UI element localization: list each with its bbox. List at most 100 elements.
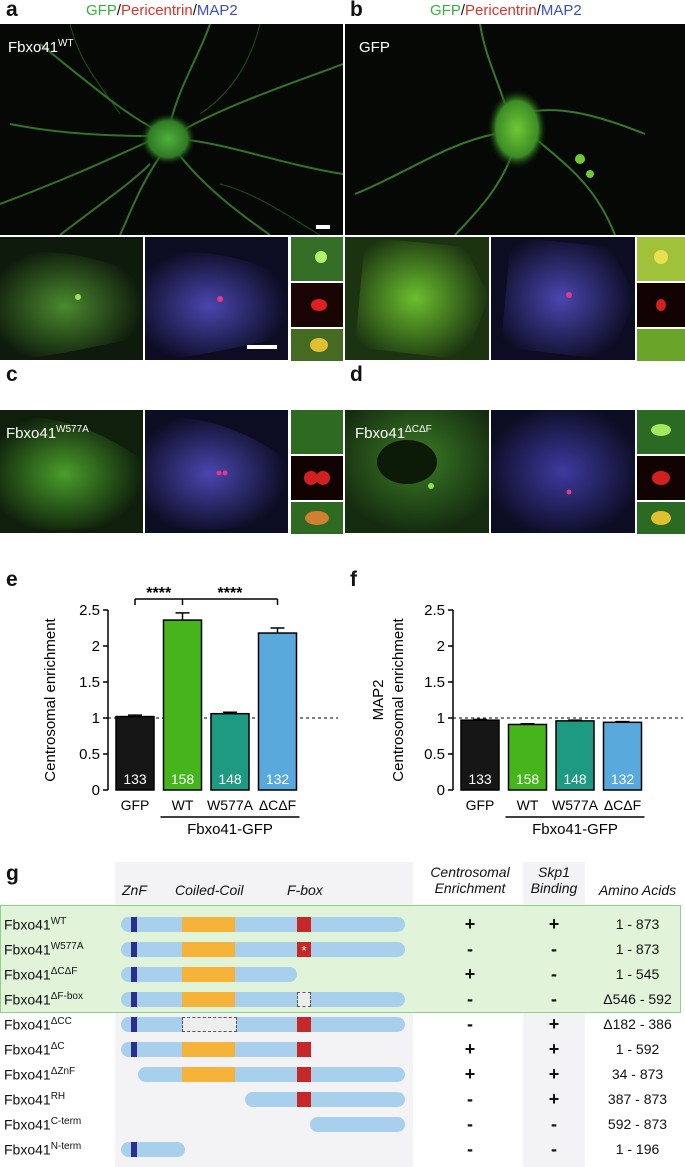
construct-name: Fbxo41ΔC: [4, 1041, 65, 1058]
protein-bar: [121, 1142, 185, 1157]
x-tick-label: W577A: [552, 797, 599, 813]
enrichment-value: -: [467, 1139, 473, 1159]
bar: [555, 720, 595, 791]
znf-domain: [131, 1142, 137, 1157]
bar: [460, 719, 500, 791]
construct-name: Fbxo41W577A: [4, 941, 84, 958]
znf-domain: [131, 992, 137, 1007]
skp1-binding-value: +: [548, 1064, 560, 1084]
zoom-b-pcnt: [637, 283, 685, 327]
bar-count-label: 148: [563, 771, 587, 787]
panel-letter-g: g: [6, 862, 19, 885]
chart-e-centrosomal-enrichment: Centrosomal enrichment 0 0.5 1 1.5 2 2.5 133 GFP…: [42, 585, 338, 835]
title-slash: /: [192, 2, 197, 19]
construct-name-base: Fbxo41: [4, 916, 51, 933]
bar: [257, 632, 298, 791]
protein-bar: [121, 1017, 405, 1032]
panel-letter-b: b: [350, 0, 363, 21]
enrichment-value: +: [464, 1064, 476, 1084]
y-tick-label: 2: [437, 638, 445, 655]
y-tick-label: 0: [92, 782, 100, 799]
fbox-domain: [297, 1067, 311, 1082]
zoom-a-gfp: [291, 237, 343, 281]
coiled-coil-domain: [182, 917, 235, 932]
construct-name-base: Fbxo41: [4, 1066, 51, 1083]
construct-name-base: Fbxo41: [4, 1016, 51, 1033]
bar-count-label: 158: [516, 771, 540, 787]
bar-count-label: 132: [611, 771, 635, 787]
construct-name-base: Fbxo41: [4, 1141, 51, 1158]
x-tick-label: W577A: [207, 797, 254, 813]
soma-gfp-image: [0, 252, 143, 360]
zoom-c-pcnt: [291, 456, 343, 500]
inset-d-map2: [491, 410, 635, 533]
bar-count-label: 132: [266, 771, 290, 787]
micrograph-b-neuron: GFP: [345, 24, 685, 235]
title-slash: /: [460, 2, 466, 19]
header-enrichment-line1: Centrosomal: [430, 864, 510, 880]
fbox-mutation-mark: *: [297, 942, 311, 958]
bar: [162, 619, 203, 791]
inset-a-map2: [145, 237, 288, 360]
scale-bar: [316, 225, 330, 229]
x-tick-label: GFP: [121, 797, 150, 813]
y-tick-label: 1: [437, 710, 445, 727]
skp1-binding-value: -: [551, 939, 557, 959]
y-axis-label: Centrosomal enrichment: [42, 617, 59, 781]
coiled-coil-domain: [182, 967, 235, 982]
header-fbox: F-box: [287, 882, 323, 898]
construct-label-d: Fbxo41ΔCΔF: [355, 424, 432, 442]
construct-name: Fbxo41ΔCΔF: [4, 966, 77, 983]
construct-name-base: Fbxo41: [4, 1116, 51, 1133]
panel-letter-f: f: [350, 568, 357, 591]
significance-label: ****: [146, 585, 172, 602]
znf-domain: [131, 1042, 137, 1057]
construct-name-sup: RH: [50, 1091, 66, 1102]
fbox-domain: [297, 1092, 311, 1107]
construct-row: Fbxo41ΔCC - + Δ182 - 386: [0, 1014, 685, 1036]
zoom-c-gfp: [291, 410, 343, 454]
construct-row: Fbxo41RH - +387 - 873: [0, 1089, 685, 1111]
skp1-binding-value: -: [551, 1114, 557, 1134]
header-skp1-line2: Binding: [530, 880, 578, 896]
panel-letter-c: c: [6, 363, 18, 386]
title-gfp: GFP: [86, 2, 117, 19]
header-enrichment-line2: Enrichment: [434, 880, 506, 896]
bar-count-label: 133: [123, 771, 147, 787]
amino-acids-value: 592 - 873: [607, 1116, 668, 1132]
skp1-binding-value: +: [548, 1014, 560, 1034]
neuron-image-a: [0, 24, 343, 235]
amino-acids-value: 1 - 545: [615, 966, 660, 982]
fbox-domain: [297, 917, 311, 932]
y-tick-label: 0: [437, 782, 445, 799]
label-base: Fbxo41: [355, 425, 406, 442]
construct-name: Fbxo41ΔCC: [4, 1016, 72, 1033]
coiled-coil-deleted: [182, 1017, 237, 1032]
label-sup: WT: [58, 38, 74, 49]
inset-d-gfp: Fbxo41ΔCΔF: [345, 410, 489, 533]
construct-name: Fbxo41WT: [4, 916, 66, 933]
bar-count-label: 133: [468, 771, 492, 787]
construct-name-sup: ΔZnF: [50, 1066, 76, 1077]
amino-acids-value: 1 - 196: [615, 1141, 660, 1157]
zoom-c-merge: [291, 502, 343, 534]
title-gfp: GFP: [430, 2, 461, 19]
x-tick-label: WT: [517, 797, 539, 813]
title-slash: /: [536, 2, 541, 19]
zoom-d-gfp: [637, 410, 685, 454]
construct-name-sup: ΔCΔF: [50, 966, 78, 977]
channel-title-a: GFP/Pericentrin/MAP2: [86, 2, 238, 19]
y-tick-label: 2: [92, 638, 100, 655]
x-tick-label: ΔCΔF: [259, 797, 296, 813]
title-pericentrin: Pericentrin: [121, 2, 193, 19]
y-axis-label: Centrosomal enrichment: [390, 617, 407, 781]
amino-acids-value: 34 - 873: [611, 1066, 664, 1082]
construct-name-sup: ΔF-box: [50, 991, 83, 1002]
inset-b-gfp: [345, 237, 489, 360]
header-znf: ZnF: [122, 882, 147, 898]
enrichment-value: -: [467, 939, 473, 959]
construct-name-base: Fbxo41: [4, 1091, 51, 1108]
construct-name-sup: ΔCC: [50, 1016, 72, 1027]
bar: [210, 712, 250, 791]
panel-letter-e: e: [6, 568, 18, 591]
